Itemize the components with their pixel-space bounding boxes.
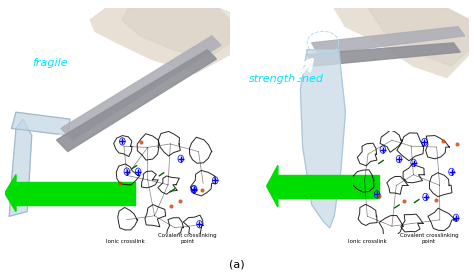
Polygon shape	[266, 165, 278, 207]
Text: fragile: fragile	[32, 58, 67, 68]
Text: (a): (a)	[229, 259, 245, 269]
Polygon shape	[312, 27, 465, 54]
Text: strengthened: strengthened	[248, 74, 324, 84]
FancyArrowPatch shape	[25, 188, 133, 199]
Text: b: b	[251, 17, 264, 35]
Text: Covalent crosslinking
point: Covalent crosslinking point	[400, 233, 458, 245]
Polygon shape	[307, 43, 460, 66]
Polygon shape	[61, 36, 221, 140]
Polygon shape	[90, 8, 230, 73]
Text: Ionic crosslink: Ionic crosslink	[348, 239, 387, 245]
Polygon shape	[9, 119, 32, 216]
Polygon shape	[301, 50, 346, 228]
Polygon shape	[16, 182, 136, 205]
Text: a: a	[11, 17, 24, 35]
Polygon shape	[122, 8, 230, 59]
Polygon shape	[5, 175, 16, 212]
Text: Covalent crosslinking
point: Covalent crosslinking point	[158, 233, 217, 245]
Polygon shape	[368, 8, 469, 66]
Polygon shape	[334, 8, 469, 78]
Text: Ionic crosslink: Ionic crosslink	[106, 239, 145, 245]
Polygon shape	[278, 175, 379, 198]
Polygon shape	[11, 112, 70, 135]
Polygon shape	[56, 50, 216, 152]
